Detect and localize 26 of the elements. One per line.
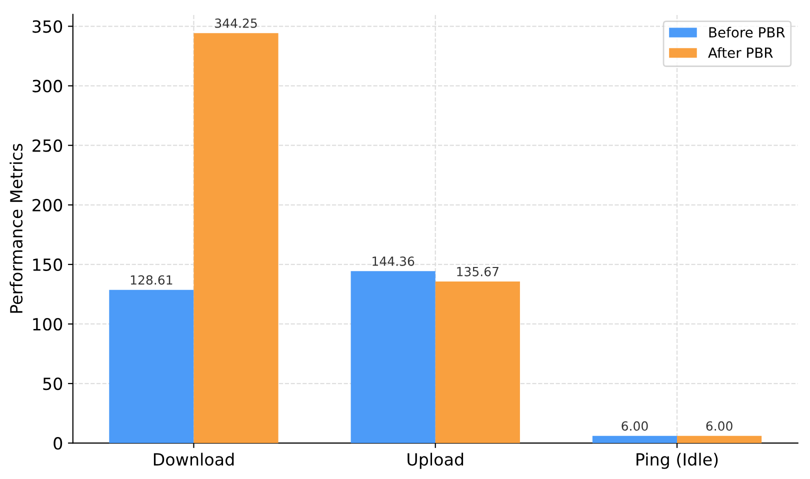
bar — [677, 436, 762, 444]
bar — [194, 33, 278, 444]
y-tick-label: 200 — [32, 198, 62, 212]
y-tick-label: 300 — [32, 80, 62, 92]
data-label: 128.61 — [130, 275, 172, 285]
bar — [109, 290, 194, 444]
y-tick-label: 150 — [33, 258, 62, 272]
y-tick-label: 350 — [32, 20, 62, 33]
y-axis-title: Performance Metrics — [10, 144, 23, 313]
y-tick-label: 250 — [32, 139, 62, 152]
legend-label: Before PBR — [709, 26, 785, 38]
data-label: 6.00 — [622, 421, 648, 431]
y-tick-label: 0 — [54, 437, 62, 450]
data-label: 135.67 — [457, 266, 498, 276]
data-label: 344.25 — [215, 18, 257, 28]
y-tick-label: 100 — [33, 318, 62, 331]
legend-label: After PBR — [708, 47, 773, 58]
x-tick-label: Ping (Idle) — [636, 452, 718, 469]
bar — [592, 436, 678, 444]
bar — [350, 271, 436, 444]
data-label: 144.36 — [372, 256, 414, 266]
bar — [435, 282, 520, 444]
data-label: 6.00 — [706, 421, 732, 431]
x-tick-label: Download — [154, 452, 234, 466]
y-tick-label: 50 — [43, 377, 62, 390]
x-tick-label: Upload — [408, 452, 464, 469]
